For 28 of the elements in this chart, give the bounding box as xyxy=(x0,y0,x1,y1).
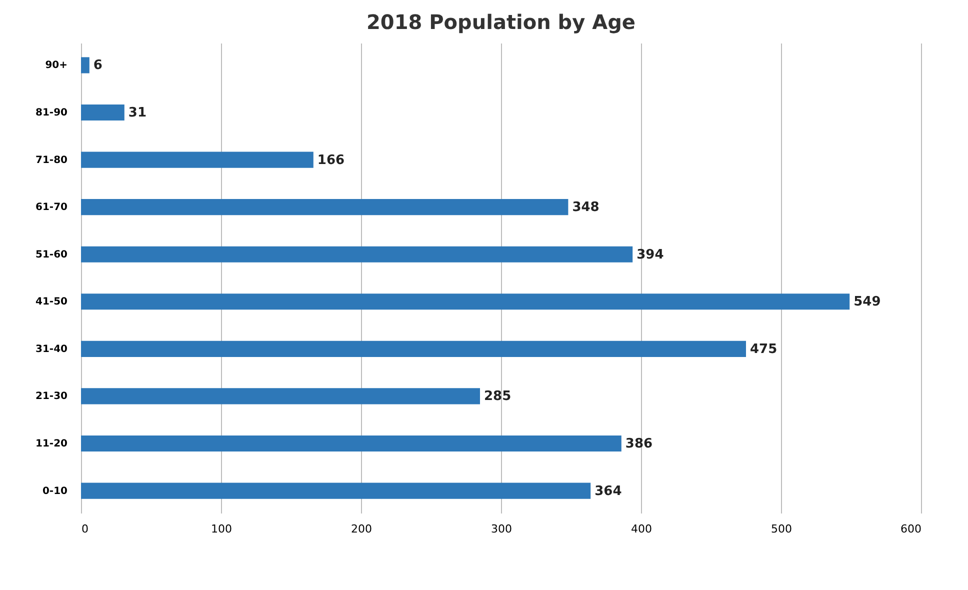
y-tick-label: 61-70 xyxy=(36,202,68,214)
y-tick-label: 90+ xyxy=(45,60,68,72)
y-tick-label: 21-30 xyxy=(36,391,68,402)
data-label: 475 xyxy=(750,342,778,357)
y-tick-label: 0-10 xyxy=(42,486,68,497)
x-tick-label: 300 xyxy=(491,522,512,536)
data-label: 549 xyxy=(854,294,881,310)
data-label: 386 xyxy=(625,436,653,452)
chart-title: 2018 Population by Age xyxy=(366,10,636,34)
data-label: 285 xyxy=(484,389,512,404)
data-label: 31 xyxy=(128,106,146,121)
y-tick-label: 71-80 xyxy=(36,154,68,166)
x-tick-label: 100 xyxy=(211,522,232,536)
x-tick-label: 600 xyxy=(900,522,922,536)
y-tick-label: 41-50 xyxy=(36,296,68,308)
x-tick-label: 500 xyxy=(771,522,792,536)
data-label: 348 xyxy=(572,200,600,216)
x-tick-label: 0 xyxy=(82,522,88,536)
x-tick-label: 400 xyxy=(631,522,652,536)
data-label: 166 xyxy=(317,152,345,168)
data-label: 364 xyxy=(594,484,622,499)
y-tick-label: 11-20 xyxy=(36,438,68,450)
x-tick-label: 200 xyxy=(351,522,372,536)
data-label: 6 xyxy=(93,58,102,74)
data-label: 394 xyxy=(636,247,664,262)
y-tick-label: 81-90 xyxy=(36,108,68,119)
y-tick-label: 31-40 xyxy=(36,344,68,355)
y-tick-label: 51-60 xyxy=(36,249,68,260)
